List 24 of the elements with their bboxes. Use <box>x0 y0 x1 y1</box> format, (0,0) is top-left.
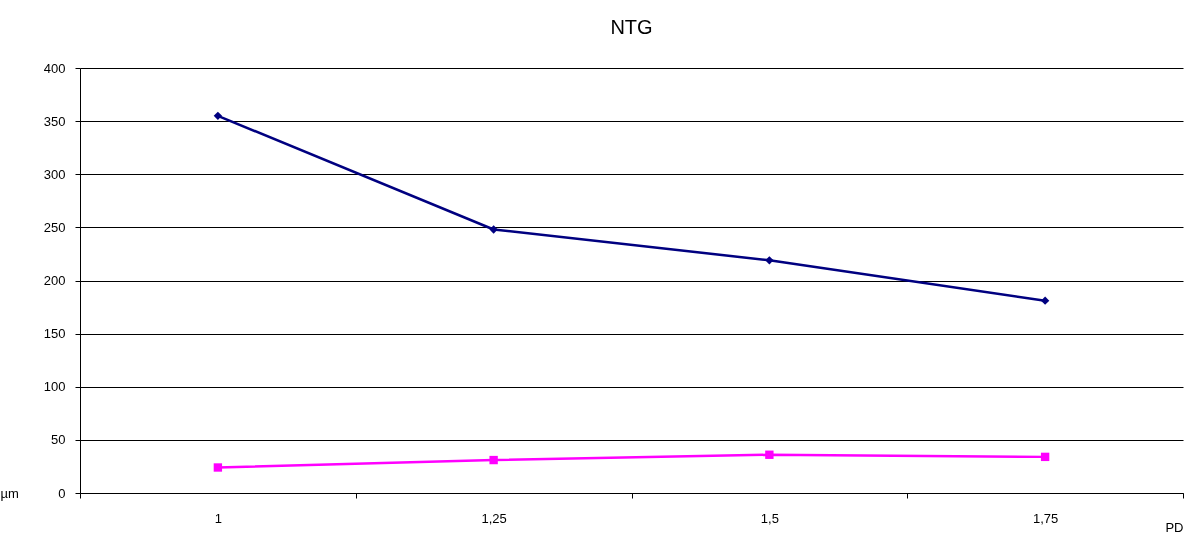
x-tick-label: 1,25 <box>481 510 507 526</box>
point <box>1040 296 1050 305</box>
x-axis-title: PD <box>1165 519 1184 535</box>
y-tick-label: 150 <box>43 326 66 342</box>
point <box>765 256 774 265</box>
x-tick-label: 1 <box>214 510 222 526</box>
point <box>213 111 223 120</box>
chart-title: NTG <box>610 16 653 38</box>
y-axis-title: µm <box>0 485 19 501</box>
y-tick-label: 250 <box>43 219 66 235</box>
point <box>489 225 498 234</box>
y-tick-label: 400 <box>43 60 66 76</box>
y-tick-label: 200 <box>43 273 66 288</box>
y-tick-label: 0 <box>58 485 66 501</box>
x-tick-label: 1,5 <box>760 510 779 526</box>
point <box>1040 452 1050 462</box>
y-tick-label: 350 <box>43 113 66 129</box>
point <box>765 450 774 459</box>
y-tick-label: 300 <box>43 166 66 182</box>
x-tick-label: 1,75 <box>1032 510 1059 526</box>
y-tick-label: 50 <box>51 432 66 448</box>
point <box>489 455 498 465</box>
y-tick-label: 100 <box>43 379 66 395</box>
point <box>213 463 223 472</box>
